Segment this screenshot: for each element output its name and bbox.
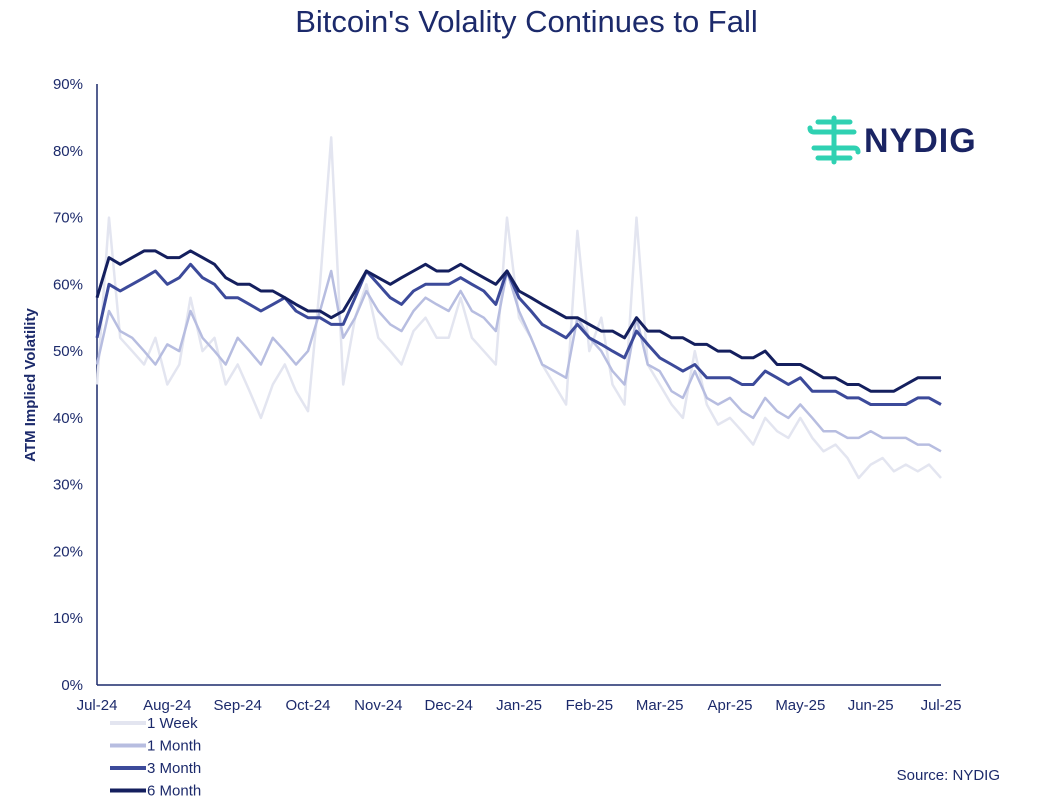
y-tick-label: 40% [53, 410, 83, 427]
nydig-logo-text: NYDIG [864, 122, 977, 160]
y-tick-label: 50% [53, 343, 83, 360]
x-tick-label: Apr-25 [707, 697, 752, 714]
series-line-3-month [95, 262, 942, 406]
y-axis-ticks: 0% 10% 20% 30% 40% 50% 60% 70% 80% 90% [53, 76, 83, 694]
x-tick-label: May-25 [775, 697, 825, 714]
x-tick-label: Sep-24 [213, 697, 261, 714]
y-tick-label: 80% [53, 143, 83, 160]
y-tick-label: 30% [53, 477, 83, 494]
legend-label: 1 Week [147, 715, 198, 732]
chart-title: Bitcoin's Volality Continues to Fall [295, 4, 758, 39]
x-tick-label: Nov-24 [354, 697, 402, 714]
y-axis-label: ATM Implied Volatility [22, 308, 39, 462]
x-tick-label: Feb-25 [566, 697, 614, 714]
x-tick-label: Aug-24 [143, 697, 191, 714]
source-note: Source: NYDIG [897, 767, 1000, 784]
legend-label: 3 Month [147, 760, 201, 777]
series-group [95, 136, 942, 480]
y-tick-label: 70% [53, 210, 83, 227]
x-tick-label: Dec-24 [424, 697, 472, 714]
series-line-1-month [95, 269, 942, 453]
y-tick-label: 60% [53, 276, 83, 293]
x-tick-label: Jul-25 [921, 697, 962, 714]
x-tick-label: Mar-25 [636, 697, 684, 714]
x-tick-label: Jan-25 [496, 697, 542, 714]
x-tick-label: Oct-24 [285, 697, 330, 714]
legend-label: 6 Month [147, 783, 201, 800]
x-tick-label: Jun-25 [848, 697, 894, 714]
nydig-logo-icon [807, 115, 861, 165]
y-tick-label: 0% [61, 677, 83, 694]
nydig-logo: NYDIG [807, 115, 977, 165]
x-tick-label: Jul-24 [77, 697, 118, 714]
y-tick-label: 20% [53, 543, 83, 560]
y-tick-label: 10% [53, 610, 83, 627]
legend: 1 Week 1 Month 3 Month 6 Month [110, 715, 201, 800]
legend-label: 1 Month [147, 738, 201, 755]
x-axis-ticks: Jul-24 Aug-24 Sep-24 Oct-24 Nov-24 Dec-24 Jan-… [77, 697, 962, 714]
series-line-6-month [95, 249, 941, 393]
y-tick-label: 90% [53, 76, 83, 93]
series-line-1-week [95, 136, 942, 480]
